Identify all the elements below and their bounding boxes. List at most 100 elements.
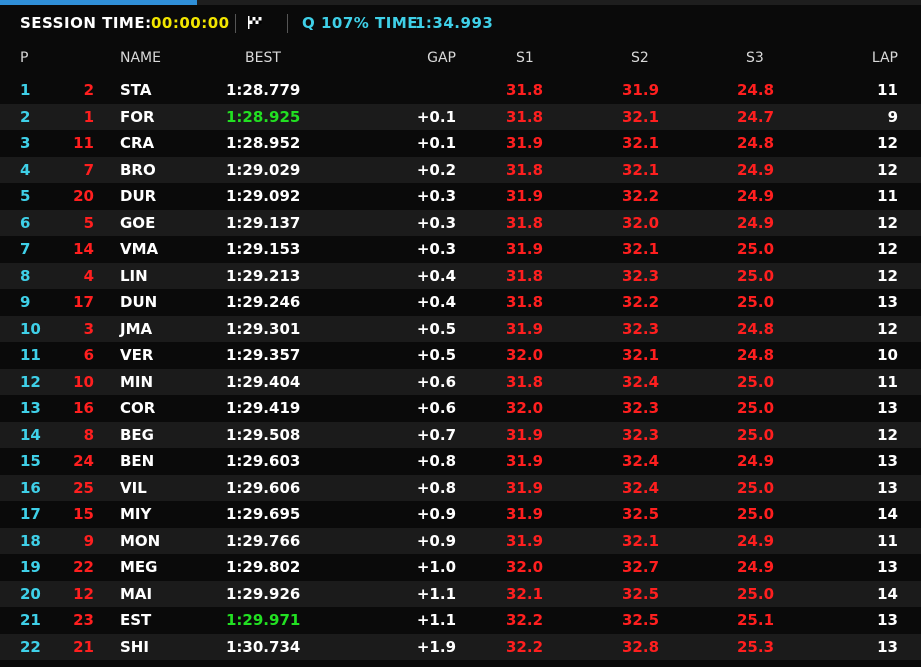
sector3-cell: 25.0	[737, 372, 775, 391]
driver-name-cell: FOR	[120, 107, 155, 126]
driver-name-cell: VIL	[120, 478, 147, 497]
table-row: 15 24 BEN 1:29.603 +0.8 31.9 32.4 24.9 13	[0, 448, 921, 475]
best-lap-cell: 1:29.029	[226, 160, 301, 179]
gap-cell: +0.8	[416, 478, 456, 497]
car-number-cell: 16	[73, 399, 94, 417]
sector3-cell: 25.0	[737, 293, 775, 311]
sector1-cell: 31.9	[506, 452, 544, 470]
gap-cell: +0.8	[416, 452, 456, 470]
sector1-cell: 31.9	[506, 425, 544, 444]
lap-count-cell: 13	[877, 293, 898, 311]
gap-cell: +0.3	[416, 240, 456, 258]
car-number-cell: 7	[83, 160, 94, 179]
session-time-value: 00:00:00	[151, 14, 230, 32]
table-row: 4 7 BRO 1:29.029 +0.2 31.8 32.1 24.9 12	[0, 156, 921, 183]
driver-name-cell: MON	[120, 531, 161, 550]
driver-name-cell: STA	[120, 81, 152, 99]
sector3-cell: 25.0	[737, 584, 775, 603]
position-cell: 11	[20, 346, 41, 364]
sector2-cell: 32.2	[622, 293, 660, 311]
position-cell: 15	[20, 452, 41, 470]
sector3-cell: 25.0	[737, 266, 775, 285]
sector3-cell: 25.0	[737, 505, 775, 523]
sector3-cell: 25.0	[737, 240, 775, 258]
table-row: 18 9 MON 1:29.766 +0.9 31.9 32.1 24.9 11	[0, 527, 921, 554]
gap-cell: +1.0	[416, 558, 456, 576]
gap-cell: +0.1	[416, 107, 456, 126]
lap-count-cell: 11	[877, 531, 898, 550]
car-number-cell: 5	[83, 213, 94, 232]
col-header-gap: GAP	[427, 50, 456, 66]
position-cell: 2	[20, 107, 31, 126]
car-number-cell: 15	[73, 505, 94, 523]
car-number-cell: 10	[73, 372, 94, 391]
lap-count-cell: 12	[877, 319, 898, 338]
sector2-cell: 32.5	[622, 505, 660, 523]
lap-count-cell: 13	[877, 637, 898, 656]
position-cell: 13	[20, 399, 41, 417]
sector1-cell: 31.8	[506, 107, 544, 126]
lap-count-cell: 13	[877, 452, 898, 470]
table-row: 5 20 DUR 1:29.092 +0.3 31.9 32.2 24.9 11	[0, 183, 921, 210]
sector3-cell: 24.9	[737, 452, 775, 470]
best-lap-cell: 1:29.971	[226, 611, 301, 629]
table-row: 2 1 FOR 1:28.925 +0.1 31.8 32.1 24.7 9	[0, 103, 921, 130]
sector2-cell: 32.3	[622, 319, 660, 338]
sector3-cell: 25.0	[737, 399, 775, 417]
car-number-cell: 25	[73, 478, 94, 497]
sector3-cell: 24.8	[737, 346, 775, 364]
sector3-cell: 25.0	[737, 478, 775, 497]
col-header-s1: S1	[516, 50, 534, 66]
driver-name-cell: VMA	[120, 240, 159, 258]
sector1-cell: 32.0	[506, 346, 544, 364]
table-row: 6 5 GOE 1:29.137 +0.3 31.8 32.0 24.9 12	[0, 209, 921, 236]
position-cell: 9	[20, 293, 31, 311]
table-row: 13 16 COR 1:29.419 +0.6 32.0 32.3 25.0 13	[0, 395, 921, 422]
best-lap-cell: 1:29.357	[226, 346, 301, 364]
sector2-cell: 32.4	[622, 372, 660, 391]
gap-cell: +0.6	[416, 372, 456, 391]
table-row: 11 6 VER 1:29.357 +0.5 32.0 32.1 24.8 10	[0, 342, 921, 369]
table-row: 19 22 MEG 1:29.802 +1.0 32.0 32.7 24.9 13	[0, 554, 921, 581]
best-lap-cell: 1:29.926	[226, 584, 301, 603]
sector1-cell: 31.9	[506, 187, 544, 205]
table-row: 12 10 MIN 1:29.404 +0.6 31.8 32.4 25.0 11	[0, 368, 921, 395]
driver-name-cell: MIY	[120, 505, 152, 523]
best-lap-cell: 1:29.802	[226, 558, 301, 576]
sector1-cell: 31.8	[506, 266, 544, 285]
table-row: 3 11 CRA 1:28.952 +0.1 31.9 32.1 24.8 12	[0, 130, 921, 157]
driver-name-cell: DUN	[120, 293, 158, 311]
sector1-cell: 31.9	[506, 240, 544, 258]
sector1-cell: 32.1	[506, 584, 544, 603]
sector2-cell: 32.1	[622, 531, 660, 550]
position-cell: 17	[20, 505, 41, 523]
sector3-cell: 24.9	[737, 187, 775, 205]
sector2-cell: 32.3	[622, 399, 660, 417]
table-row: 21 23 EST 1:29.971 +1.1 32.2 32.5 25.1 13	[0, 607, 921, 634]
q107-time-value: 1:34.993	[415, 14, 494, 32]
sector3-cell: 24.8	[737, 319, 775, 338]
table-row: 1 2 STA 1:28.779 31.8 31.9 24.8 11	[0, 77, 921, 104]
best-lap-cell: 1:28.925	[226, 107, 301, 126]
gap-cell: +0.4	[416, 293, 456, 311]
lap-count-cell: 12	[877, 425, 898, 444]
sector1-cell: 32.0	[506, 399, 544, 417]
sector3-cell: 25.1	[737, 611, 775, 629]
position-cell: 20	[20, 584, 41, 603]
position-cell: 19	[20, 558, 41, 576]
sector1-cell: 31.9	[506, 478, 544, 497]
lap-count-cell: 13	[877, 558, 898, 576]
sector3-cell: 24.9	[737, 213, 775, 232]
position-cell: 1	[20, 81, 31, 99]
car-number-cell: 11	[73, 134, 94, 152]
sector1-cell: 31.8	[506, 372, 544, 391]
lap-count-cell: 13	[877, 478, 898, 497]
position-cell: 16	[20, 478, 41, 497]
session-header: SESSION TIME: 00:00:00 Q 107% TIME 1:34.…	[0, 5, 921, 43]
driver-name-cell: BEN	[120, 452, 155, 470]
car-number-cell: 8	[83, 425, 94, 444]
sector3-cell: 24.9	[737, 558, 775, 576]
col-header-name: NAME	[120, 50, 161, 66]
position-cell: 5	[20, 187, 31, 205]
car-number-cell: 22	[73, 558, 94, 576]
